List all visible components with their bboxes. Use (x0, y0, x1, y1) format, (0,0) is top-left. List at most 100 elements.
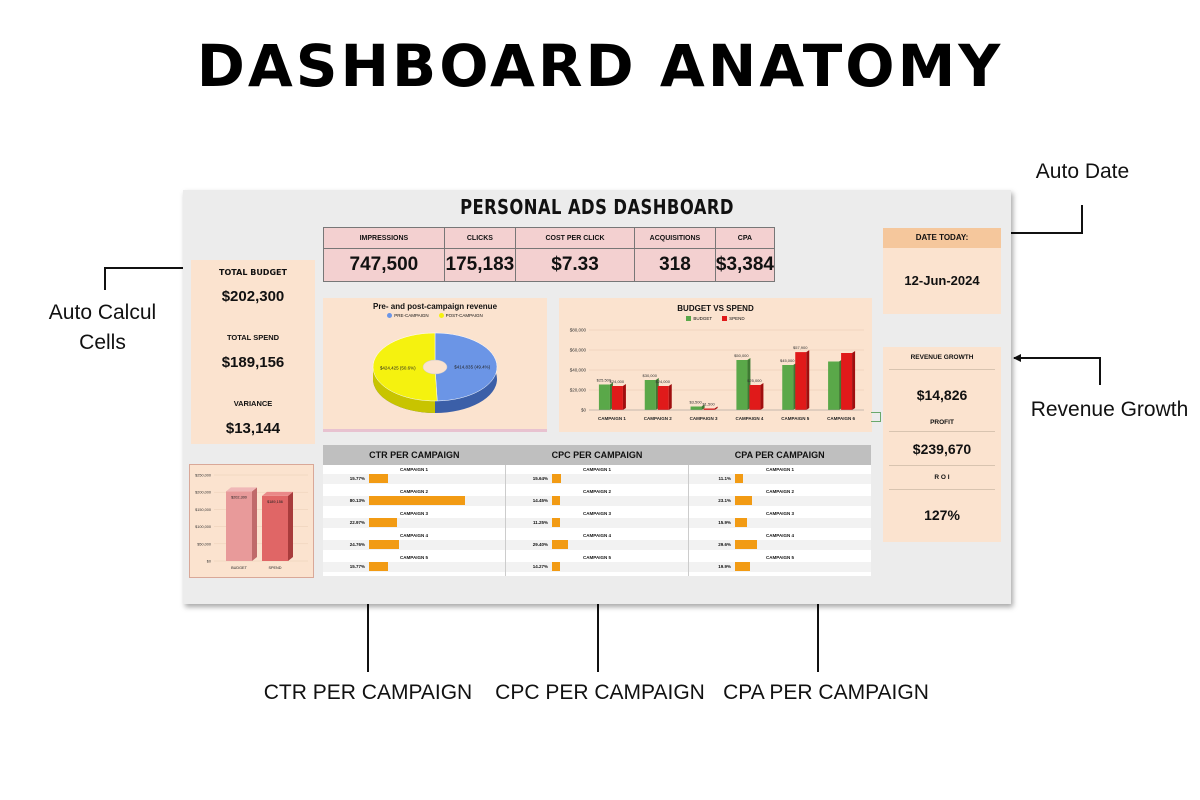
campaign-bar (369, 474, 388, 483)
divider (889, 431, 995, 432)
x-tick-label: SPEND (268, 566, 281, 570)
campaign-value: 14.45% (532, 498, 548, 503)
campaign-value: 15.9% (718, 520, 731, 525)
annotation-auto-calc-line2: Cells (79, 331, 126, 354)
campaign-value: 19.9% (718, 564, 731, 569)
mini-bar-side (252, 487, 257, 561)
mini-bar (226, 491, 252, 561)
campaign-value: 11.1% (718, 476, 731, 481)
campaign-name: CAMPAIGN 4 (583, 533, 611, 538)
campaign-bar (552, 562, 560, 571)
y-tick-label: $0 (581, 408, 587, 413)
y-tick-label: $250,000 (195, 474, 211, 478)
campaign-row: CAMPAIGN 1 15.77% (323, 467, 505, 489)
annotation-ctr: CTR PER CAMPAIGN (263, 681, 473, 704)
row-band (506, 496, 688, 506)
row-band (506, 562, 688, 572)
row-band (323, 518, 505, 528)
campaign-table: CTR PER CAMPAIGN CPC PER CAMPAIGN CPA PE… (323, 445, 871, 576)
bar-data-label: $25,500 (597, 378, 612, 383)
row-band (689, 496, 871, 506)
ctr-column: CAMPAIGN 1 15.77% CAMPAIGN 2 80.13% CAMPAIGN… (323, 465, 506, 576)
kpi-bar: IMPRESSIONS 747,500 CLICKS 175,183 COST … (323, 227, 775, 282)
campaign-name: CAMPAIGN 3 (766, 511, 794, 516)
kpi-label: ACQUISITIONS (635, 228, 715, 249)
bar-data-label: $24,000 (656, 379, 671, 384)
total-spend-value: $189,156 (221, 354, 285, 371)
y-tick-label: $150,000 (195, 508, 211, 512)
campaign-value: 15.64% (532, 476, 548, 481)
y-tick-label: $80,000 (570, 328, 587, 333)
campaign-row: CAMPAIGN 5 15.77% (323, 555, 505, 577)
row-band (689, 562, 871, 572)
pie-hole (422, 359, 448, 375)
totals-panel: TOTAL BUDGET $202,300 TOTAL SPEND $189,1… (191, 260, 315, 444)
campaign-name: CAMPAIGN 2 (583, 489, 611, 494)
kpi-cpa: CPA $3,384 (715, 228, 774, 281)
y-tick-label: $200,000 (195, 491, 211, 495)
cpc-column: CAMPAIGN 1 15.64% CAMPAIGN 2 14.45% CAMPAIGN… (506, 465, 689, 576)
pie-depth-yellow (373, 367, 435, 413)
bar-spend (657, 386, 669, 410)
budget-legend: BUDGET SPEND (559, 316, 872, 321)
pie-chart: $414,835 (49.4%) $424,425 (50.6%) (372, 332, 498, 413)
y-tick-label: $40,000 (570, 368, 587, 373)
campaign-value: 23.1% (718, 498, 731, 503)
bar-side (714, 406, 718, 410)
profit-label: PROFIT (930, 419, 954, 426)
kpi-acquisitions: ACQUISITIONS 318 (635, 228, 716, 281)
legend-budget: BUDGET (686, 316, 712, 321)
bar-spend (749, 385, 761, 410)
mini-bar-data-label: $202,300 (231, 495, 247, 499)
kpi-value: 175,183 (444, 249, 516, 281)
row-band (506, 540, 688, 550)
cpc-header: CPC PER CAMPAIGN (551, 450, 643, 460)
revenue-growth-arrow (1013, 354, 1101, 385)
revenue-panel: REVENUE GROWTH $14,826 PROFIT $239,670 R… (883, 347, 1001, 542)
campaign-bar (369, 540, 399, 549)
roi-value: 127% (924, 507, 960, 523)
campaign-value: 11.25% (532, 520, 548, 525)
campaign-name: CAMPAIGN 4 (400, 533, 428, 538)
campaign-name: CAMPAIGN 2 (400, 489, 428, 494)
bar-budget (644, 380, 656, 410)
date-label: DATE TODAY: (883, 228, 1001, 248)
campaign-row: CAMPAIGN 2 14.45% (506, 489, 688, 511)
bar-spend (703, 408, 715, 410)
row-band (689, 518, 871, 528)
campaign-bar (369, 562, 388, 571)
campaign-bar (735, 474, 744, 483)
bar-data-label: $25,000 (747, 378, 762, 383)
campaign-bar (369, 518, 397, 527)
row-band (689, 474, 871, 484)
campaign-row: CAMPAIGN 3 15.9% (689, 511, 871, 533)
campaign-value: 24.76% (349, 542, 365, 547)
total-budget-label: TOTAL BUDGET (219, 268, 287, 277)
campaign-name: CAMPAIGN 1 (766, 467, 794, 472)
annotation-cpa: CPA PER CAMPAIGN (723, 681, 929, 704)
campaign-value: 80.13% (349, 498, 365, 503)
bar-spend (611, 386, 623, 410)
x-tick-label: CAMPAIGN 4 (735, 416, 763, 421)
budget-vs-spend-panel: BUDGET VS SPEND BUDGET SPEND $0 $20,000 $4… (559, 298, 872, 432)
bar-data-label: $50,000 (734, 353, 749, 358)
bar-side (806, 350, 810, 410)
kpi-value: 747,500 (324, 249, 444, 281)
ctr-header: CTR PER CAMPAIGN (369, 450, 460, 460)
total-spend-label: TOTAL SPEND (226, 333, 280, 342)
campaign-row: CAMPAIGN 4 29.6% (689, 533, 871, 555)
row-band (323, 474, 505, 484)
mini-bar-top (226, 487, 257, 492)
kpi-cost-per-click: COST PER CLICK $7.33 (516, 228, 636, 281)
row-band (506, 518, 688, 528)
bar-spend (795, 352, 807, 410)
bar-budget (690, 406, 702, 410)
annotation-revenue-growth: Revenue Growth (1030, 398, 1189, 421)
mini-bar-top (262, 491, 293, 496)
divider (889, 369, 995, 370)
campaign-bar (552, 474, 561, 483)
y-tick-label: $60,000 (570, 348, 587, 353)
dashboard-title: PERSONAL ADS DASHBOARD (460, 195, 734, 219)
bar-side (852, 351, 856, 410)
kpi-value: 318 (635, 249, 715, 281)
